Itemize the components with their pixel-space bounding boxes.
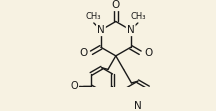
Text: CH₃: CH₃ — [130, 12, 146, 21]
Text: CH₃: CH₃ — [86, 12, 102, 21]
Text: N: N — [134, 101, 141, 111]
Text: O: O — [112, 0, 120, 10]
Text: N: N — [127, 25, 135, 35]
Text: O: O — [79, 48, 87, 58]
Text: O: O — [70, 81, 78, 91]
Text: N: N — [97, 25, 105, 35]
Text: O: O — [144, 48, 152, 58]
Text: O: O — [71, 81, 78, 91]
